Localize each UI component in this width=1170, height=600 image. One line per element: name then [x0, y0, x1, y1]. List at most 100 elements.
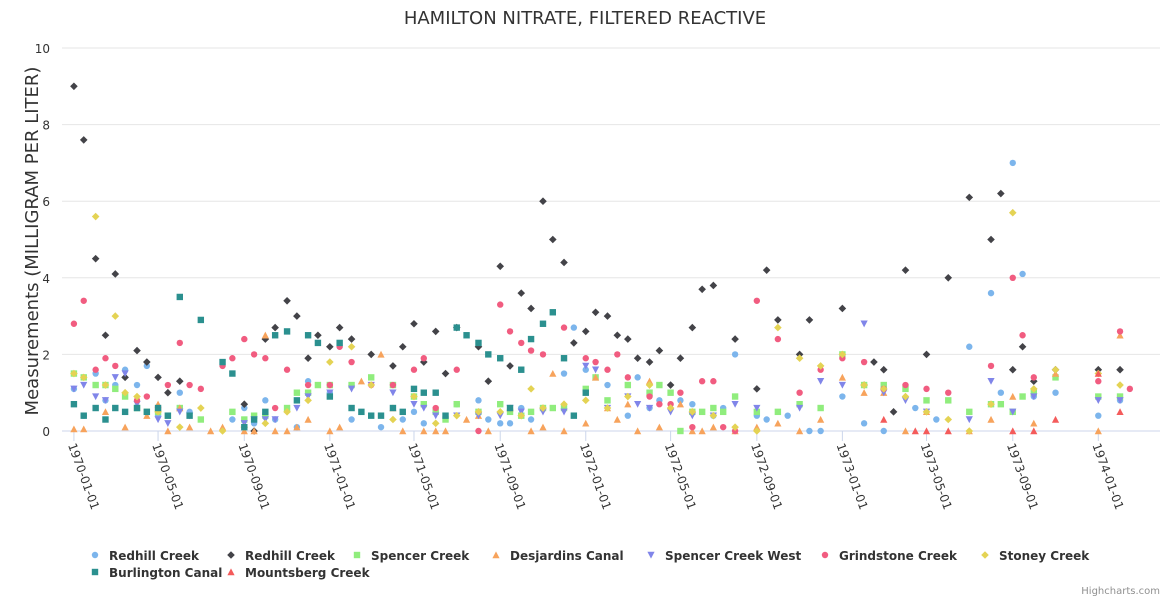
data-point: [121, 393, 129, 400]
data-point: [560, 370, 568, 377]
data-point: [603, 312, 612, 320]
legend-marker: [91, 551, 99, 559]
data-point: [399, 416, 406, 423]
series-0: [70, 159, 1124, 435]
data-point: [218, 423, 227, 431]
data-point: [101, 381, 110, 389]
legend[interactable]: Redhill Creek Redhill Creek Spencer Creek D…: [91, 549, 1091, 580]
data-point: [420, 404, 428, 412]
data-point: [1095, 393, 1102, 400]
data-point: [304, 389, 312, 396]
data-point: [80, 381, 88, 389]
data-point: [70, 400, 78, 408]
data-point: [432, 408, 439, 416]
legend-label[interactable]: Redhill Creek: [245, 549, 336, 563]
data-point: [560, 258, 568, 267]
data-point: [497, 301, 504, 308]
data-point: [997, 400, 1005, 408]
data-point: [197, 385, 205, 393]
data-point: [164, 427, 172, 435]
legend-label[interactable]: Redhill Creek: [109, 549, 200, 563]
data-point: [945, 397, 952, 404]
data-point: [420, 400, 427, 408]
data-point: [326, 342, 334, 351]
data-point: [860, 389, 868, 396]
data-point: [497, 420, 504, 427]
data-point: [399, 427, 407, 435]
legend-label[interactable]: Burlington Canal: [109, 566, 222, 580]
data-point: [441, 369, 450, 378]
credits-link[interactable]: Highcharts.com: [1081, 586, 1160, 597]
series-6: [70, 208, 1124, 435]
data-point: [688, 412, 696, 420]
data-point: [549, 309, 557, 316]
data-point: [271, 416, 279, 424]
data-point: [817, 366, 824, 373]
data-point: [582, 389, 589, 396]
data-point: [655, 423, 663, 431]
data-point: [474, 412, 483, 420]
legend-item[interactable]: Redhill Creek: [227, 549, 336, 563]
data-point: [176, 339, 183, 347]
legend-item[interactable]: Spencer Creek West: [647, 549, 802, 563]
data-point: [710, 378, 717, 385]
data-point: [753, 297, 761, 304]
data-point: [1019, 332, 1026, 339]
legend-item[interactable]: Redhill Creek: [91, 549, 200, 563]
data-point: [326, 427, 334, 435]
data-point: [271, 404, 279, 412]
data-point: [796, 404, 804, 412]
data-point: [527, 408, 535, 416]
data-point: [667, 389, 674, 396]
data-point: [112, 385, 119, 393]
legend-item[interactable]: Stoney Creek: [981, 549, 1090, 563]
legend-label[interactable]: Stoney Creek: [999, 549, 1090, 563]
data-point: [1051, 365, 1060, 374]
legend-item[interactable]: Grindstone Creek: [821, 549, 958, 563]
data-point: [731, 400, 739, 408]
data-point: [1094, 397, 1102, 404]
data-point: [634, 427, 642, 435]
data-point: [496, 262, 505, 271]
legend-item[interactable]: Mountsberg Creek: [227, 566, 371, 580]
data-point: [870, 358, 878, 366]
legend-label[interactable]: Grindstone Creek: [839, 549, 958, 563]
data-point: [689, 423, 696, 431]
data-point: [966, 408, 973, 416]
legend-item[interactable]: Desjardins Canal: [492, 549, 624, 563]
legend-label[interactable]: Mountsberg Creek: [245, 566, 371, 580]
data-point: [966, 343, 973, 350]
data-point: [304, 396, 312, 405]
legend-marker: [227, 568, 235, 576]
data-point: [164, 381, 172, 389]
data-point: [518, 366, 525, 373]
data-point: [624, 412, 632, 419]
data-point: [261, 331, 269, 339]
data-point: [111, 270, 120, 278]
legend-label[interactable]: Desjardins Canal: [510, 549, 624, 563]
data-point: [666, 404, 675, 412]
data-point: [634, 374, 641, 381]
legend-label[interactable]: Spencer Creek West: [665, 549, 802, 563]
data-point: [358, 408, 365, 416]
data-point: [719, 408, 727, 416]
legend-label[interactable]: Spencer Creek: [371, 549, 470, 563]
data-point: [154, 404, 162, 412]
data-point: [1009, 427, 1017, 435]
data-point: [336, 339, 343, 347]
data-point: [527, 335, 535, 343]
legend-marker: [91, 568, 99, 576]
data-point: [410, 400, 418, 408]
data-point: [676, 354, 685, 363]
data-point: [688, 323, 697, 332]
data-point: [965, 193, 974, 202]
legend-item[interactable]: Burlington Canal: [91, 566, 223, 580]
data-point: [677, 397, 684, 404]
data-point: [1094, 369, 1102, 377]
data-point: [70, 320, 78, 327]
legend-item[interactable]: Spencer Creek: [353, 549, 470, 563]
data-point: [121, 408, 129, 416]
data-point: [154, 416, 162, 424]
